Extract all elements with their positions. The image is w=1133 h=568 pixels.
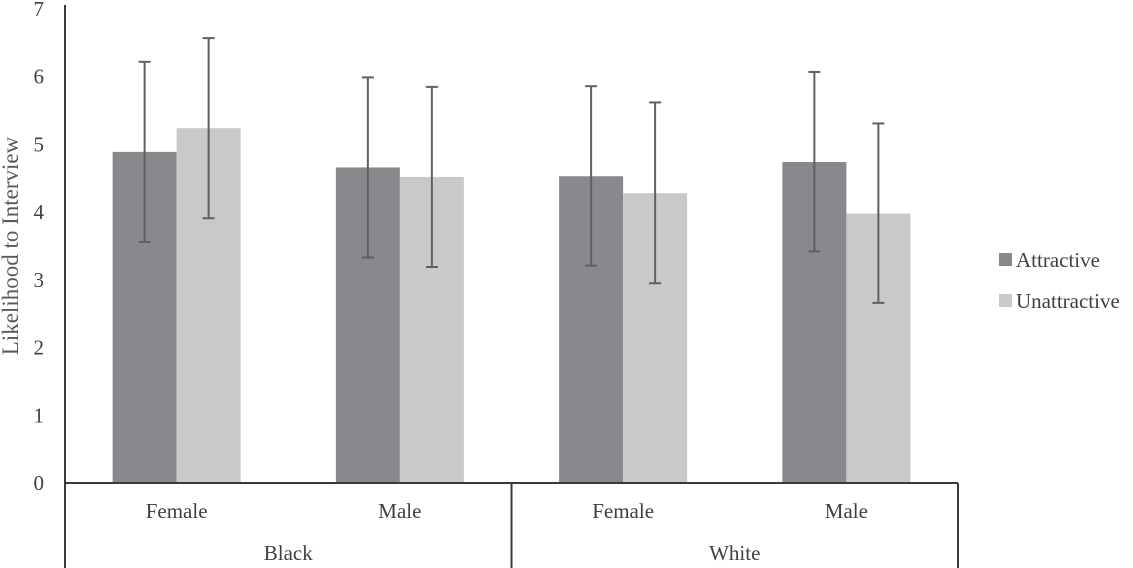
- x-group-label-1: White: [709, 541, 760, 565]
- x-category-label-3: Male: [825, 499, 868, 523]
- y-tick-label-3: 3: [34, 268, 45, 292]
- x-category-label-1: Male: [378, 499, 421, 523]
- y-tick-label-2: 2: [34, 336, 45, 360]
- legend-label-unattractive: Unattractive: [1016, 289, 1120, 313]
- y-tick-label-4: 4: [34, 200, 45, 224]
- x-group-label-0: Black: [264, 541, 313, 565]
- y-tick-label-0: 0: [34, 471, 45, 495]
- legend-swatch-unattractive: [999, 294, 1012, 307]
- legend-swatch-attractive: [999, 253, 1012, 266]
- legend-label-attractive: Attractive: [1016, 248, 1100, 272]
- y-tick-label-5: 5: [34, 132, 45, 156]
- y-tick-label-1: 1: [34, 403, 45, 427]
- y-tick-label-7: 7: [34, 0, 45, 21]
- x-category-label-2: Female: [592, 499, 654, 523]
- x-category-label-0: Female: [146, 499, 208, 523]
- y-tick-label-6: 6: [34, 65, 45, 89]
- y-axis-title: Likelihood to Interview: [0, 136, 23, 355]
